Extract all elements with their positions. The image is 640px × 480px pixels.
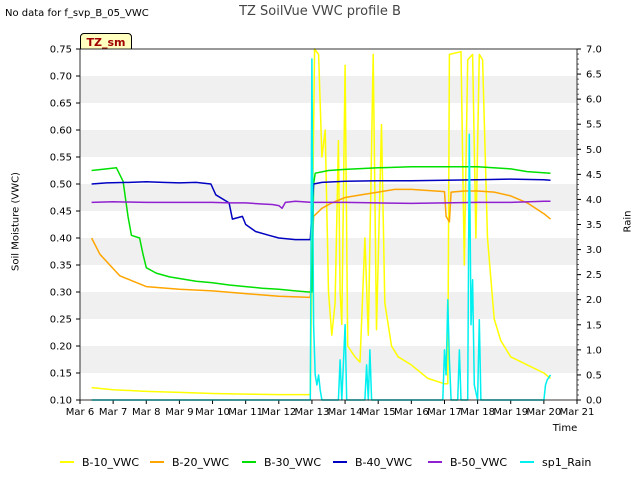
y2-tick-label: 1.5 — [586, 320, 602, 331]
grid-band — [80, 130, 577, 157]
y-tick-label: 0.55 — [50, 153, 72, 164]
series-line-sp1_Rain — [91, 58, 552, 401]
series-line-B-30_VWC — [91, 165, 551, 293]
legend-label: B-40_VWC — [355, 455, 413, 469]
legend-item: B-40_VWC — [333, 452, 412, 472]
grid-band — [80, 184, 577, 211]
x-tick-label: Mar 12 — [261, 407, 296, 418]
y-tick-label: 0.20 — [50, 342, 72, 353]
legend-swatch — [333, 461, 347, 463]
y-tick-label: 0.15 — [50, 369, 72, 380]
legend-label: B-30_VWC — [264, 455, 322, 469]
y2-tick-label: 0.5 — [586, 370, 602, 381]
y2-tick-label: 6.0 — [586, 95, 602, 106]
series-line-B-50_VWC — [91, 200, 551, 210]
y-tick-label: 0.75 — [50, 45, 72, 56]
grid-band — [80, 346, 577, 373]
plot-frame — [79, 48, 578, 401]
y2-tick-label: 5.0 — [586, 145, 602, 156]
x-tick-label: Mar 16 — [394, 407, 429, 418]
y-tick-label: 0.70 — [50, 72, 72, 83]
legend-swatch — [150, 461, 164, 463]
legend-item: B-20_VWC — [150, 452, 229, 472]
grid-band — [80, 76, 577, 103]
x-tick-label: Mar 11 — [228, 407, 263, 418]
legend-item: B-30_VWC — [242, 452, 321, 472]
series-line-B-40_VWC — [91, 178, 551, 241]
legend-swatch — [428, 461, 442, 463]
y2-tick-label: 6.5 — [586, 70, 602, 81]
y-tick-label: 0.65 — [50, 99, 72, 110]
x-tick-label: Mar 17 — [427, 407, 462, 418]
x-tick-label: Mar 10 — [195, 407, 230, 418]
grid-band — [80, 373, 577, 400]
x-tick-label: Mar 20 — [526, 407, 561, 418]
x-tick-label: Mar 8 — [132, 407, 160, 418]
y-tick-label: 0.45 — [50, 207, 72, 218]
legend-item: B-10_VWC — [60, 452, 139, 472]
grid-band — [80, 211, 577, 238]
x-tick-label: Mar 7 — [99, 407, 127, 418]
no-data-notice: No data for f_svp_B_05_VWC — [5, 8, 149, 19]
y2-tick-label: 3.5 — [586, 220, 602, 231]
x-tick-label: Mar 15 — [361, 407, 396, 418]
y2-tick-label: 1.0 — [586, 345, 602, 356]
x-tick-label: Mar 9 — [165, 407, 193, 418]
legend-swatch — [242, 461, 256, 463]
legend-item: sp1_Rain — [520, 452, 591, 472]
grid-band — [80, 103, 577, 130]
x-tick-label: Mar 19 — [493, 407, 528, 418]
grid-band — [80, 49, 577, 76]
y2-tick-label: 4.5 — [586, 170, 602, 181]
legend-label: B-20_VWC — [172, 455, 230, 469]
legend-label: B-50_VWC — [450, 455, 508, 469]
y-tick-label: 0.35 — [50, 261, 72, 272]
chart-title: TZ SoilVue VWC profile B — [239, 4, 401, 19]
y2-tick-label: 2.0 — [586, 295, 602, 306]
legend-label: sp1_Rain — [542, 455, 592, 469]
legend-item: B-50_VWC — [428, 452, 507, 472]
y-tick-label: 0.50 — [50, 180, 72, 191]
x-tick-label: Mar 13 — [295, 407, 330, 418]
grid-band — [80, 319, 577, 346]
x-tick-label: Mar 14 — [328, 407, 363, 418]
x-tick-label: Mar 18 — [460, 407, 495, 418]
y2-tick-label: 4.0 — [586, 195, 602, 206]
y-tick-label: 0.25 — [50, 315, 72, 326]
y2-tick-label: 3.0 — [586, 245, 602, 256]
x-tick-label: Mar 6 — [66, 407, 94, 418]
y-tick-label: 0.40 — [50, 234, 72, 245]
y-tick-label: 0.60 — [50, 126, 72, 137]
y-tick-label: 0.30 — [50, 288, 72, 299]
y2-tick-label: 2.5 — [586, 270, 602, 281]
legend-label: B-10_VWC — [82, 455, 140, 469]
x-tick-label: Mar 21 — [560, 407, 595, 418]
x-axis-label: Time — [552, 423, 578, 434]
legend-swatch — [60, 461, 74, 463]
y-tick-label: 0.10 — [50, 396, 72, 407]
y2-tick-label: 5.5 — [586, 120, 602, 131]
legend-swatch — [520, 461, 534, 463]
y2-tick-label: 0.0 — [586, 396, 602, 407]
series-line-B-20_VWC — [90, 188, 551, 299]
y2-tick-label: 7.0 — [586, 45, 602, 56]
chart-legend: B-10_VWC B-20_VWC B-30_VWC B-40_VWC B-50_VWC… — [0, 452, 640, 472]
